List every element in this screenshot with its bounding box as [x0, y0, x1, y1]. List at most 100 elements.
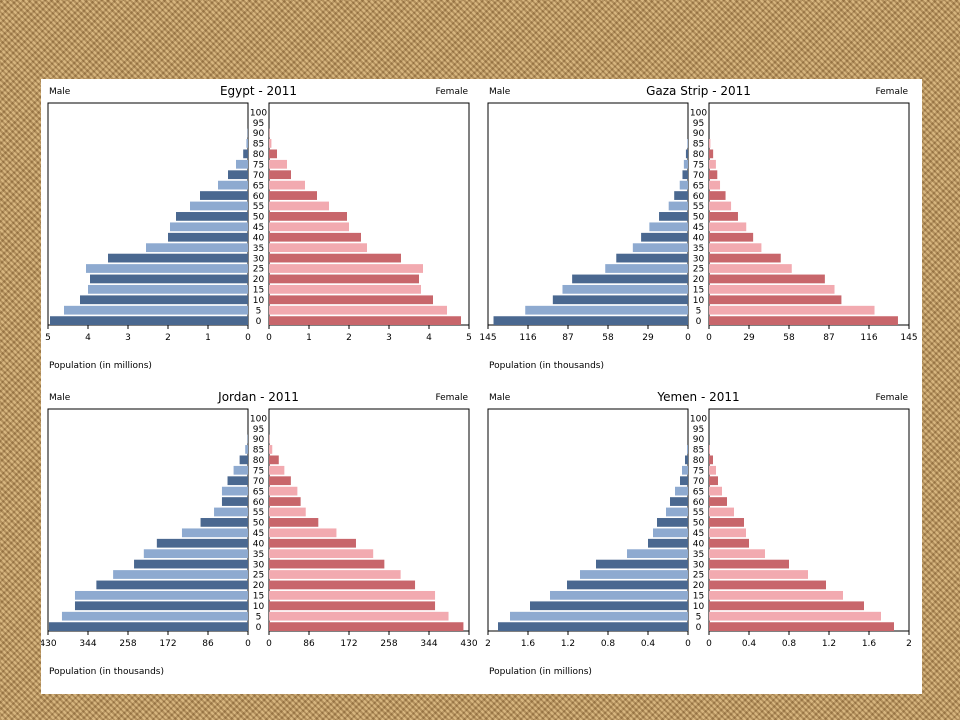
age-label: 20: [253, 581, 265, 591]
female-bar-age-55: [709, 201, 732, 211]
male-bar-age-75: [236, 159, 248, 169]
male-tick-label: 3: [125, 333, 131, 343]
male-bar-age-65: [218, 180, 248, 190]
male-tick-label: 0: [245, 639, 251, 649]
female-bar-age-0: [269, 316, 461, 325]
female-tick-label: 116: [860, 333, 877, 343]
slide: Male Egypt - 2011 Female 0 5 10 15 20 25 30 35 40 45…: [41, 79, 922, 694]
female-bar-age-25: [709, 570, 808, 579]
male-bar-age-0: [50, 316, 248, 325]
male-label: Male: [49, 393, 71, 403]
age-label: 35: [693, 244, 704, 254]
female-bar-age-45: [709, 222, 747, 232]
age-label: 30: [253, 560, 265, 570]
female-bar-age-65: [709, 180, 721, 190]
female-bar-age-65: [269, 180, 305, 190]
age-label: 80: [253, 456, 265, 466]
male-bar-age-5: [510, 611, 688, 621]
female-tick-label: 0: [266, 333, 272, 343]
male-tick-label: 87: [562, 333, 573, 343]
female-bar-age-5: [709, 611, 881, 621]
male-bar-age-50: [200, 518, 248, 527]
female-bar-age-20: [709, 580, 826, 590]
female-bar-age-20: [709, 274, 825, 284]
female-bar-age-5: [709, 305, 875, 315]
male-bar-age-0: [493, 316, 688, 325]
age-label: 70: [693, 171, 705, 181]
female-label: Female: [875, 87, 908, 97]
age-label: 30: [693, 560, 705, 570]
age-label: 45: [693, 529, 704, 539]
female-bar-age-50: [269, 212, 347, 221]
female-bar-age-20: [269, 274, 419, 284]
male-bar-age-45: [653, 528, 688, 538]
female-tick-label: 258: [380, 639, 397, 649]
male-bar-age-15: [88, 284, 248, 294]
female-bar-age-85: [709, 445, 710, 454]
female-bar-age-50: [709, 212, 738, 221]
male-bar-age-30: [134, 559, 248, 569]
age-label: 35: [693, 550, 704, 560]
female-bar-age-45: [709, 528, 746, 538]
age-label: 100: [250, 414, 267, 424]
female-tick-label: 2: [906, 639, 912, 649]
female-tick-label: 3: [386, 333, 392, 343]
female-bar-age-30: [269, 253, 401, 263]
female-bar-age-70: [709, 170, 718, 180]
male-tick-label: 2: [485, 639, 491, 649]
male-bar-age-85: [687, 445, 688, 454]
female-tick-label: 86: [303, 639, 315, 649]
age-label: 75: [693, 160, 704, 170]
pyramid-chart: Male Gaza Strip - 2011 Female0510152025303…: [479, 84, 917, 371]
age-label: 75: [253, 466, 264, 476]
male-label: Male: [489, 87, 511, 97]
male-bar-age-60: [200, 191, 248, 200]
female-bar-age-60: [269, 497, 301, 506]
male-bar-age-5: [61, 611, 248, 621]
male-bar-age-85: [687, 139, 688, 148]
female-tick-label: 0: [706, 639, 712, 649]
chart-title: Egypt - 2011: [220, 84, 297, 98]
age-label: 25: [253, 571, 264, 581]
chart-title: Gaza Strip - 2011: [646, 84, 751, 98]
age-label: 25: [693, 265, 704, 275]
male-bar-age-5: [64, 305, 248, 315]
age-label: 60: [693, 192, 705, 202]
male-bar-age-55: [214, 507, 248, 517]
male-tick-label: 29: [642, 333, 654, 343]
male-bar-age-40: [168, 232, 248, 242]
age-label: 95: [253, 425, 264, 435]
age-label: 40: [693, 233, 705, 243]
female-bar-age-55: [709, 507, 734, 517]
age-label: 90: [693, 435, 705, 445]
male-tick-label: 0: [245, 333, 251, 343]
male-bar-age-15: [550, 590, 688, 600]
pyramid-chart: Male Egypt - 2011 Female051015202530354045…: [45, 84, 472, 371]
female-tick-label: 4: [426, 333, 432, 343]
female-bar-age-10: [709, 295, 842, 305]
male-tick-label: 116: [519, 333, 536, 343]
male-bar-age-60: [670, 497, 688, 506]
female-bar-age-65: [709, 486, 722, 496]
age-label: 70: [253, 171, 265, 181]
male-tick-label: 0: [685, 639, 691, 649]
male-bar-age-75: [683, 159, 688, 169]
age-label: 55: [253, 508, 264, 518]
female-bar-age-80: [269, 149, 277, 159]
male-bar-age-20: [572, 274, 688, 284]
age-label: 5: [696, 612, 702, 622]
male-tick-label: 1.6: [521, 639, 536, 649]
age-label: 10: [693, 602, 705, 612]
female-tick-label: 1.2: [822, 639, 836, 649]
female-bar-age-25: [709, 264, 792, 273]
female-bar-age-30: [269, 559, 385, 569]
male-bar-age-85: [246, 139, 248, 148]
female-bar-age-15: [269, 590, 436, 600]
axis-footer: Population (in thousands): [49, 667, 164, 677]
female-bar-age-40: [709, 232, 754, 242]
female-label: Female: [875, 393, 908, 403]
male-bar-age-0: [498, 622, 688, 631]
female-bar-age-50: [709, 518, 744, 527]
age-label: 50: [253, 213, 265, 223]
male-bar-age-80: [243, 149, 248, 159]
